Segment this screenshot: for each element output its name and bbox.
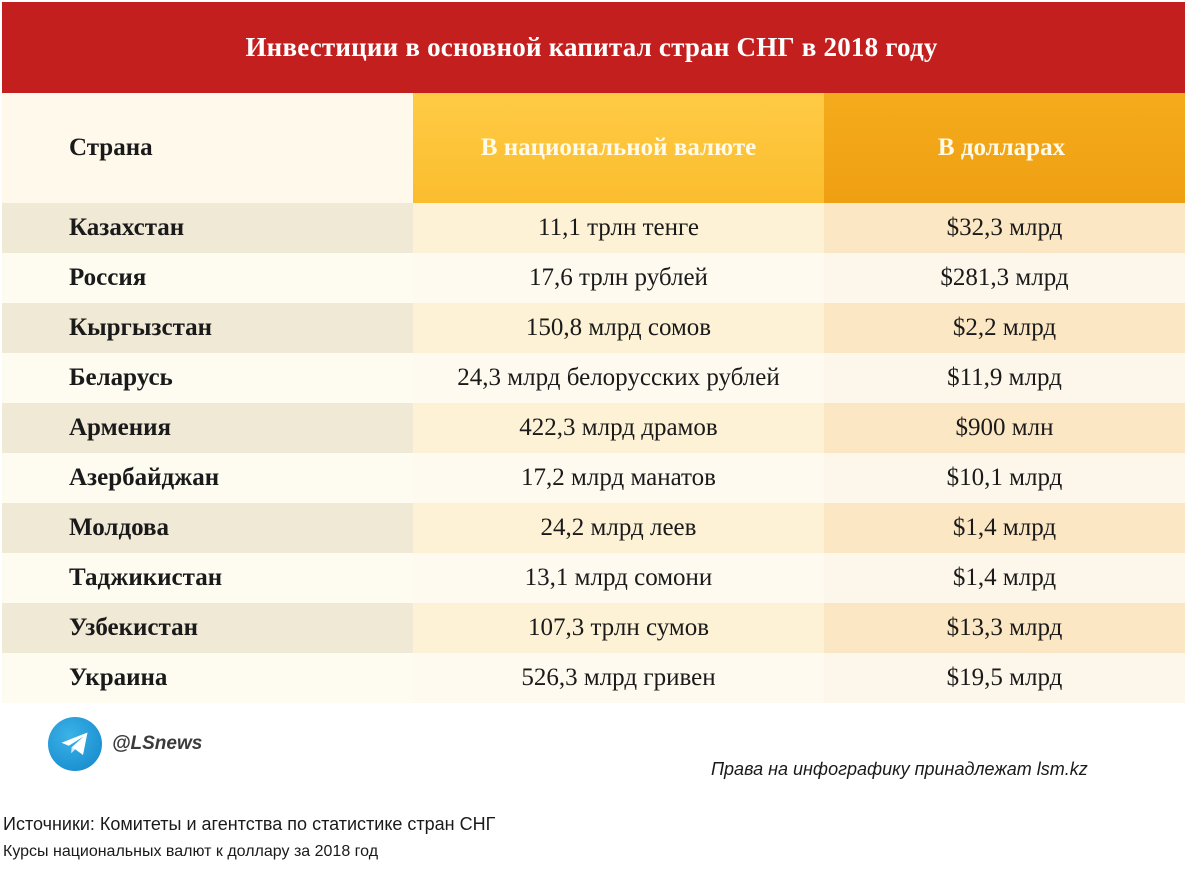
usd-value-cell: $19,5 млрд [824, 653, 1185, 703]
usd-value-cell: $10,1 млрд [824, 453, 1185, 503]
sources-note: Источники: Комитеты и агентства по стати… [3, 814, 496, 834]
country-cell: Беларусь [2, 353, 413, 403]
column-header-national: В национальной валюте [413, 93, 824, 203]
usd-value-cell: $281,3 млрд [824, 253, 1185, 303]
table-row: Узбекистан 107,3 трлн сумов $13,3 млрд [2, 603, 1185, 653]
national-value-cell: 24,2 млрд леев [413, 503, 824, 553]
country-cell: Азербайджан [2, 453, 413, 503]
usd-value-cell: $900 млн [824, 403, 1185, 453]
table-row: Украина 526,3 млрд гривен $19,5 млрд [2, 653, 1185, 703]
brand-block: @LSnews [48, 717, 202, 771]
table-header-row: Страна В национальной валюте В долларах [2, 93, 1185, 203]
national-value-cell: 24,3 млрд белорусских рублей [413, 353, 824, 403]
country-cell: Казахстан [2, 203, 413, 253]
national-value-cell: 17,6 трлн рублей [413, 253, 824, 303]
national-value-cell: 13,1 млрд сомони [413, 553, 824, 603]
telegram-icon[interactable] [48, 717, 102, 771]
table-row: Молдова 24,2 млрд леев $1,4 млрд [2, 503, 1185, 553]
national-value-cell: 422,3 млрд драмов [413, 403, 824, 453]
national-value-cell: 17,2 млрд манатов [413, 453, 824, 503]
country-cell: Украина [2, 653, 413, 703]
usd-value-cell: $32,3 млрд [824, 203, 1185, 253]
usd-value-cell: $1,4 млрд [824, 553, 1185, 603]
table-row: Казахстан 11,1 трлн тенге $32,3 млрд [2, 203, 1185, 253]
country-cell: Молдова [2, 503, 413, 553]
table-row: Кыргызстан 150,8 млрд сомов $2,2 млрд [2, 303, 1185, 353]
national-value-cell: 526,3 млрд гривен [413, 653, 824, 703]
country-cell: Армения [2, 403, 413, 453]
paper-plane-icon [61, 732, 88, 755]
rights-note: Права на инфографику принадлежат lsm.kz [711, 759, 1088, 779]
usd-value-cell: $11,9 млрд [824, 353, 1185, 403]
country-cell: Таджикистан [2, 553, 413, 603]
table-row: Россия 17,6 трлн рублей $281,3 млрд [2, 253, 1185, 303]
national-value-cell: 150,8 млрд сомов [413, 303, 824, 353]
national-value-cell: 107,3 трлн сумов [413, 603, 824, 653]
usd-value-cell: $2,2 млрд [824, 303, 1185, 353]
country-cell: Россия [2, 253, 413, 303]
table-row: Армения 422,3 млрд драмов $900 млн [2, 403, 1185, 453]
table-row: Таджикистан 13,1 млрд сомони $1,4 млрд [2, 553, 1185, 603]
national-value-cell: 11,1 трлн тенге [413, 203, 824, 253]
column-header-country: Страна [2, 93, 413, 203]
brand-handle[interactable]: @LSnews [112, 733, 203, 754]
exchange-rates-note: Курсы национальных валют к доллару за 20… [3, 843, 379, 860]
usd-value-cell: $13,3 млрд [824, 603, 1185, 653]
page-title: Инвестиции в основной капитал стран СНГ … [245, 32, 938, 62]
table-row: Азербайджан 17,2 млрд манатов $10,1 млрд [2, 453, 1185, 503]
country-cell: Кыргызстан [2, 303, 413, 353]
table-row: Беларусь 24,3 млрд белорусских рублей $1… [2, 353, 1185, 403]
title-bar: Инвестиции в основной капитал стран СНГ … [2, 2, 1185, 93]
usd-value-cell: $1,4 млрд [824, 503, 1185, 553]
investment-table: Страна В национальной валюте В долларах … [2, 93, 1185, 703]
country-cell: Узбекистан [2, 603, 413, 653]
column-header-usd: В долларах [824, 93, 1185, 203]
